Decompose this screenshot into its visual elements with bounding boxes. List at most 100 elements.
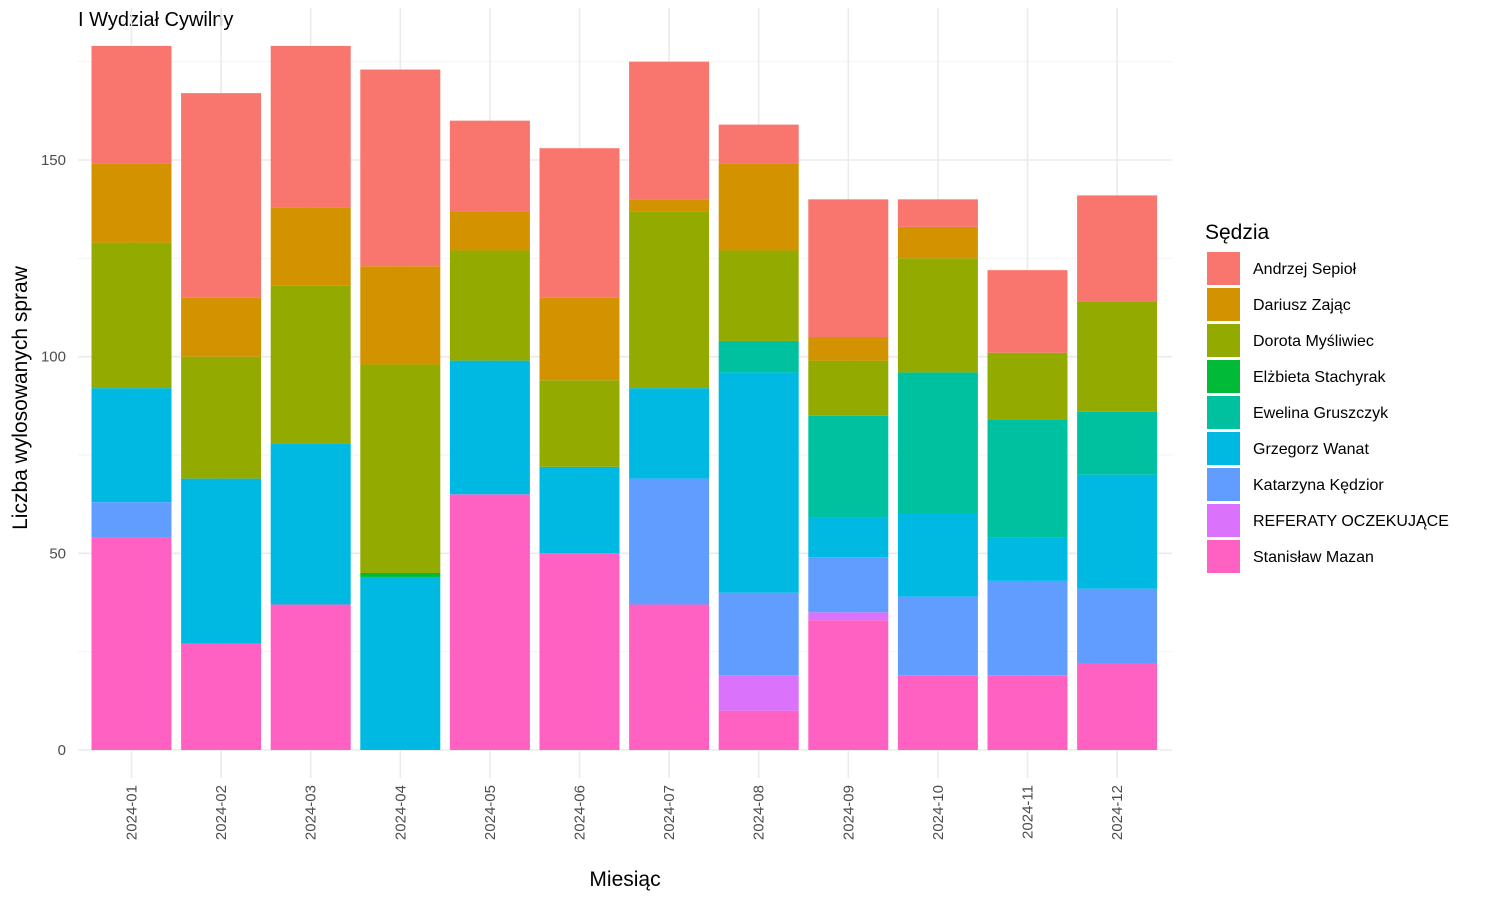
bar-segment: [539, 553, 620, 750]
bar-segment: [449, 120, 530, 212]
bar-segment: [539, 466, 620, 554]
x-tick-label: 2024-04: [392, 785, 409, 840]
bar-segment: [718, 163, 799, 251]
bar-segment: [808, 620, 889, 750]
bar-segment: [360, 576, 441, 750]
bar-segment: [1077, 588, 1158, 664]
bar-segment: [181, 478, 262, 644]
bar-segment: [897, 514, 978, 597]
bar-segment: [718, 675, 799, 711]
bar-segment: [91, 537, 172, 750]
bar-segment: [629, 61, 710, 200]
x-tick-label: 2024-06: [572, 785, 589, 840]
bar-segment: [181, 297, 262, 357]
bar-segment: [91, 45, 172, 164]
legend-label: Andrzej Sepioł: [1253, 261, 1357, 278]
y-tick-label: 0: [58, 742, 66, 759]
legend-label: Ewelina Gruszczyk: [1253, 405, 1389, 422]
bar-segment: [718, 710, 799, 750]
bar-segment: [808, 360, 889, 416]
legend-label: Elżbieta Stachyrak: [1253, 369, 1387, 386]
legend-title: Sędzia: [1205, 221, 1270, 244]
bar-segment: [718, 340, 799, 373]
bar-segment: [897, 596, 978, 676]
x-tick-label: 2024-08: [751, 785, 768, 840]
bars: [91, 45, 1158, 750]
bar-segment: [449, 211, 530, 251]
x-tick-label: 2024-10: [930, 785, 947, 840]
x-tick-label: 2024-03: [303, 785, 320, 840]
legend-swatch: [1207, 252, 1240, 285]
bar-segment: [91, 502, 172, 538]
x-axis-label: Miesiąc: [589, 868, 660, 891]
bar-segment: [449, 360, 530, 495]
legend-swatch: [1207, 360, 1240, 393]
bar-segment: [181, 93, 262, 298]
bar-segment: [91, 242, 172, 389]
legend-swatch: [1207, 540, 1240, 573]
bar-segment: [270, 443, 351, 605]
x-tick-label: 2024-02: [213, 785, 230, 840]
bar-segment: [629, 388, 710, 479]
bar-segment: [897, 258, 978, 373]
bar-segment: [629, 478, 710, 605]
bar-segment: [449, 250, 530, 361]
legend-swatch: [1207, 324, 1240, 357]
bar-segment: [987, 419, 1068, 538]
bar-segment: [987, 675, 1068, 750]
bar-segment: [360, 69, 441, 267]
bar-segment: [1077, 663, 1158, 750]
bar-segment: [897, 372, 978, 514]
bar-segment: [629, 199, 710, 212]
x-tick-label: 2024-11: [1020, 785, 1037, 839]
bar-segment: [808, 199, 889, 337]
bar-segment: [1077, 474, 1158, 589]
legend-swatch: [1207, 396, 1240, 429]
bar-segment: [897, 226, 978, 259]
bar-segment: [270, 285, 351, 444]
bar-segment: [987, 270, 1068, 353]
bar-segment: [718, 124, 799, 164]
bar-segment: [360, 364, 441, 573]
bar-segment: [539, 380, 620, 467]
bar-segment: [808, 517, 889, 558]
bar-segment: [987, 580, 1068, 676]
bar-segment: [808, 612, 889, 621]
x-tick-label: 2024-07: [661, 785, 678, 840]
y-tick-label: 50: [49, 545, 66, 562]
bar-segment: [270, 207, 351, 286]
bar-segment: [181, 356, 262, 479]
bar-segment: [987, 537, 1068, 581]
legend-label: Grzegorz Wanat: [1253, 441, 1369, 458]
bar-segment: [539, 297, 620, 381]
bar-segment: [1077, 301, 1158, 412]
bar-segment: [1077, 411, 1158, 475]
bar-segment: [181, 643, 262, 750]
bar-segment: [987, 352, 1068, 420]
bar-segment: [360, 573, 441, 577]
bar-segment: [808, 337, 889, 361]
bar-segment: [718, 592, 799, 676]
legend-swatch: [1207, 468, 1240, 501]
x-tick-label: 2024-01: [124, 785, 141, 840]
legend-swatch: [1207, 288, 1240, 321]
bar-segment: [539, 148, 620, 298]
bar-segment: [270, 604, 351, 750]
legend: Sędzia Andrzej Sepioł Dariusz Zając Dorota…: [1205, 221, 1449, 573]
x-tick-label: 2024-05: [482, 785, 499, 840]
bar-segment: [808, 415, 889, 518]
bar-segment: [91, 388, 172, 503]
y-tick-label: 100: [41, 349, 66, 366]
legend-label: Stanisław Mazan: [1253, 549, 1374, 566]
x-axis-ticks: 2024-01 2024-02 2024-03 2024-04 2024-05 2024-…: [124, 785, 1127, 840]
bar-segment: [718, 372, 799, 593]
bar-segment: [360, 266, 441, 365]
bar-segment: [1077, 195, 1158, 302]
bar-segment: [629, 604, 710, 750]
bar-segment: [91, 163, 172, 243]
bar-segment: [718, 250, 799, 341]
x-tick-label: 2024-12: [1109, 785, 1126, 840]
chart-title: I Wydział Cywilny: [78, 9, 233, 31]
legend-swatch: [1207, 432, 1240, 465]
